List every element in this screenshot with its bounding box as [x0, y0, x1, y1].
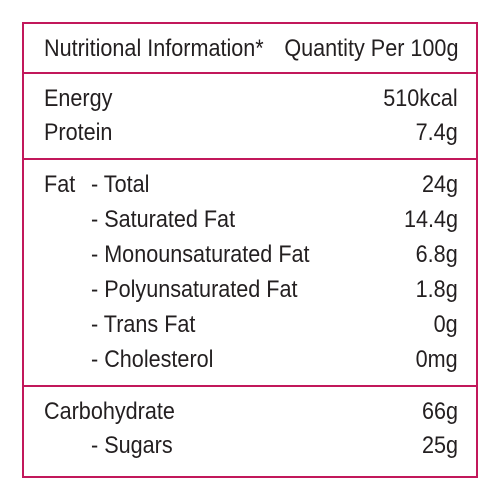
monounsaturated-fat-label: - Monounsaturated Fat [91, 241, 310, 268]
carbohydrate-value: 66g [421, 398, 458, 425]
saturated-fat-value: 14.4g [403, 206, 458, 233]
fat-total-row: Fat - Total 24g [24, 168, 476, 202]
monounsaturated-fat-value: 6.8g [415, 241, 458, 268]
cholesterol-row: - Cholesterol 0mg [24, 343, 476, 377]
protein-value: 7.4g [415, 119, 458, 146]
polyunsaturated-fat-value: 1.8g [415, 276, 458, 303]
trans-fat-value: 0g [433, 311, 458, 338]
monounsaturated-fat-row: - Monounsaturated Fat 6.8g [24, 238, 476, 272]
energy-value: 510kcal [383, 85, 458, 112]
carbohydrate-label: Carbohydrate [44, 398, 175, 425]
fat-prefix: Fat [44, 171, 76, 198]
quantity-header: Quantity Per 100g [283, 35, 458, 62]
sugars-row: - Sugars 25g [24, 429, 476, 463]
table-title: Nutritional Information* [44, 35, 264, 62]
sugars-label: - Sugars [91, 432, 173, 459]
energy-label: Energy [44, 85, 113, 112]
trans-fat-label: - Trans Fat [91, 311, 196, 338]
carbohydrate-row: Carbohydrate 66g [24, 395, 476, 429]
sugars-value: 25g [421, 432, 458, 459]
header-divider [24, 72, 476, 74]
fat-total-value: 24g [421, 171, 458, 198]
fat-divider [24, 385, 476, 387]
trans-fat-row: - Trans Fat 0g [24, 308, 476, 342]
polyunsaturated-fat-row: - Polyunsaturated Fat 1.8g [24, 273, 476, 307]
header-row: Nutritional Information* Quantity Per 10… [24, 32, 476, 66]
saturated-fat-row: - Saturated Fat 14.4g [24, 203, 476, 237]
fat-total-label: - Total [91, 171, 150, 198]
cholesterol-label: - Cholesterol [91, 346, 214, 373]
protein-label: Protein [44, 119, 113, 146]
energy-divider [24, 158, 476, 160]
nutrition-table: Nutritional Information* Quantity Per 10… [22, 22, 478, 478]
energy-row: Energy 510kcal [24, 82, 476, 116]
polyunsaturated-fat-label: - Polyunsaturated Fat [91, 276, 298, 303]
protein-row: Protein 7.4g [24, 116, 476, 150]
saturated-fat-label: - Saturated Fat [91, 206, 236, 233]
cholesterol-value: 0mg [415, 346, 458, 373]
